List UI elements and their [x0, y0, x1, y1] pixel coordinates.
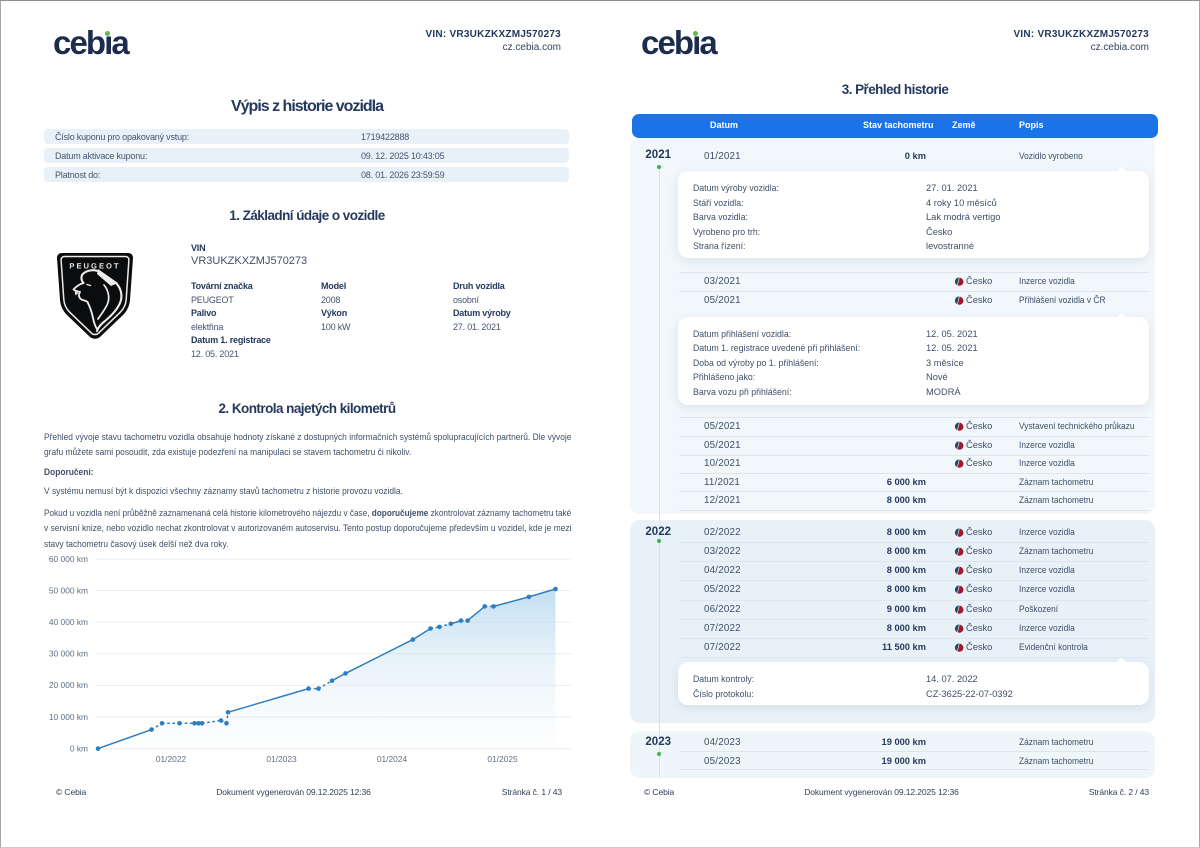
svg-text:01/2022: 01/2022 [156, 754, 187, 764]
svg-text:60 000 km: 60 000 km [49, 554, 88, 564]
svg-text:01/2025: 01/2025 [487, 754, 518, 764]
svg-text:20 000 km: 20 000 km [49, 680, 88, 690]
svg-text:50 000 km: 50 000 km [49, 585, 88, 595]
svg-text:0 km: 0 km [70, 743, 88, 753]
svg-text:40 000 km: 40 000 km [49, 617, 88, 627]
svg-text:30 000 km: 30 000 km [49, 649, 88, 659]
svg-text:PEUGEOT: PEUGEOT [69, 261, 120, 270]
svg-text:01/2024: 01/2024 [377, 754, 408, 764]
svg-text:10 000 km: 10 000 km [49, 712, 88, 722]
svg-text:01/2023: 01/2023 [266, 754, 297, 764]
